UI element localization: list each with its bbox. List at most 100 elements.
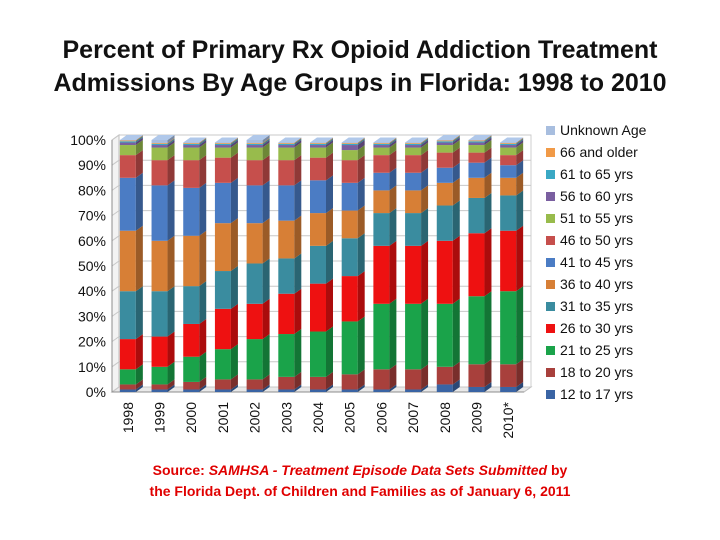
bar-segment-side	[294, 180, 302, 221]
bar-top	[151, 135, 175, 140]
bar-segment	[405, 143, 422, 144]
bar-segment	[436, 145, 453, 153]
bar-segment-side	[326, 371, 333, 390]
x-tick-label: 1998	[120, 402, 136, 433]
bar-segment	[119, 140, 136, 142]
bar-segment-side	[452, 200, 460, 241]
bar-segment	[246, 145, 263, 148]
bar-segment-side	[484, 157, 492, 178]
y-tick-label: 20%	[78, 334, 106, 350]
bar-top	[246, 135, 270, 140]
bar-top	[373, 137, 397, 143]
source-line-2: the Florida Dept. of Children and Famili…	[149, 483, 571, 499]
bar-segment	[246, 143, 263, 144]
bar-segment-side	[167, 379, 175, 390]
x-tick-label: 2000	[183, 402, 199, 433]
bar-segment-side	[294, 288, 302, 335]
bar-segment	[405, 155, 422, 173]
bar-segment	[436, 205, 453, 241]
bar-segment-side	[389, 208, 397, 246]
bar-segment-side	[389, 240, 397, 304]
bar-segment-side	[262, 298, 270, 340]
bar-segment-side	[135, 135, 143, 141]
legend-label: 36 to 40 yrs	[560, 276, 633, 292]
bar-segment-side	[452, 140, 460, 153]
bar-segment	[278, 293, 295, 335]
bar-segment-side	[326, 142, 333, 158]
bar-segment-side	[199, 138, 207, 146]
bar-segment-side	[230, 384, 238, 392]
bar-segment-side	[484, 135, 492, 141]
bar-segment-side	[294, 371, 302, 390]
bar-segment-side	[421, 150, 429, 173]
bar-segment-side	[326, 140, 333, 148]
bar-segment	[405, 142, 422, 144]
bar-segment	[310, 143, 326, 144]
bar-segment-side	[135, 364, 143, 385]
bar-segment-side	[199, 155, 207, 188]
gridline-diagonal	[111, 310, 120, 317]
bar-segment-side	[452, 136, 460, 143]
bar-segment-side	[262, 138, 270, 144]
bar-segment	[183, 389, 200, 392]
bar-segment-side	[167, 140, 175, 148]
bar-segment	[246, 143, 263, 146]
bar-segment-side	[484, 147, 492, 163]
legend-label: 41 to 45 yrs	[560, 254, 633, 270]
x-tick-label: 2003	[278, 402, 294, 433]
legend-swatch	[546, 126, 555, 135]
bar-segment	[151, 185, 168, 241]
bar-segment-side	[262, 374, 270, 390]
bar-segment-side	[135, 150, 143, 178]
bar-segment-side	[199, 138, 207, 144]
bar-segment	[119, 140, 136, 141]
bar-segment	[151, 143, 168, 144]
legend-swatch	[546, 192, 555, 201]
bar-segment	[246, 379, 263, 390]
legend-swatch	[546, 236, 555, 245]
bar-segment	[405, 145, 422, 148]
legend-label: 31 to 35 yrs	[560, 298, 633, 314]
bar-segment-side	[516, 172, 524, 196]
bar-segment	[468, 152, 485, 163]
legend-label: Unknown Age	[560, 122, 647, 138]
x-tick-label: 2004	[310, 402, 326, 433]
bar-segment	[500, 155, 517, 166]
bar-segment	[310, 283, 326, 332]
bar-segment	[119, 384, 136, 390]
bar-segment	[119, 141, 136, 143]
bar-segment-side	[230, 303, 238, 350]
bar-segment	[119, 369, 136, 385]
bar-segment-side	[294, 155, 302, 186]
bar-segment	[468, 197, 485, 234]
bar-segment-side	[516, 359, 524, 387]
y-tick-label: 100%	[70, 132, 106, 148]
bar-segment-side	[326, 278, 333, 332]
bar-segment	[119, 389, 136, 392]
bar-segment	[341, 389, 358, 392]
bar-segment	[373, 303, 390, 370]
bar-segment	[341, 142, 358, 144]
source-prefix: Source:	[152, 462, 205, 478]
bar-segment-side	[326, 208, 333, 246]
y-tick-label: 90%	[78, 157, 106, 173]
bar-segment	[246, 185, 263, 224]
legend-swatch	[546, 302, 555, 311]
bar-segment-side	[230, 177, 238, 224]
bar-segment-side	[484, 359, 492, 387]
bar-segment-side	[167, 331, 175, 367]
bar-segment-side	[357, 155, 365, 183]
bar-segment-side	[167, 135, 175, 144]
bar-segment	[310, 143, 326, 146]
bar-segment	[214, 271, 231, 309]
bar-segment	[278, 185, 295, 221]
bar-segment	[119, 230, 136, 292]
bar-segment	[278, 147, 295, 161]
legend-swatch	[546, 368, 555, 377]
bar-segment-side	[262, 138, 270, 146]
bar-segment	[183, 143, 200, 146]
bar-segment	[214, 145, 231, 148]
bar-segment-side	[135, 334, 143, 370]
bar-segment-side	[389, 138, 397, 146]
bar-segment-side	[421, 384, 429, 392]
